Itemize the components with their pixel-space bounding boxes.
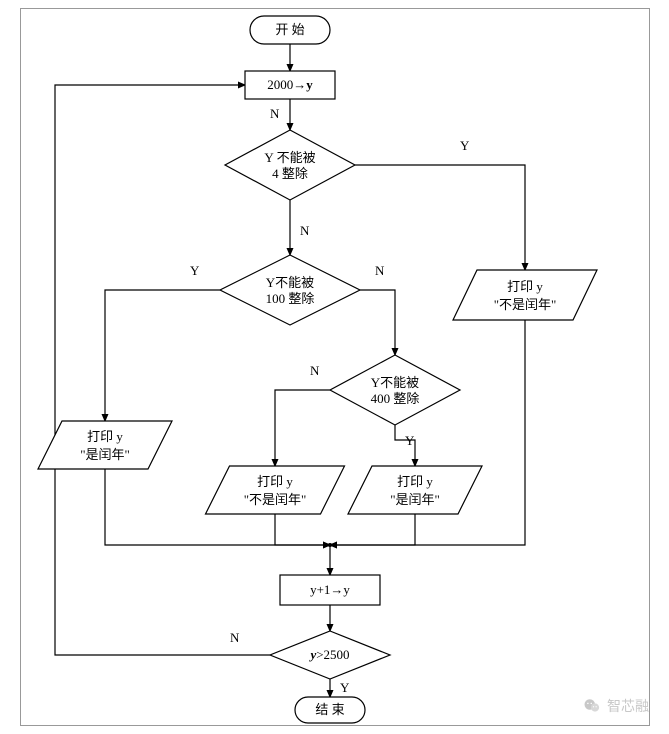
edge-label-4: Y [190,263,200,278]
svg-text:"是闰年": "是闰年" [80,447,130,462]
edge-11 [330,514,415,545]
svg-text:"不是闰年": "不是闰年" [244,492,307,507]
edge-6 [275,390,330,466]
edge-label-2: Y [460,138,470,153]
svg-text:4 整除: 4 整除 [272,166,308,181]
svg-text:开 始: 开 始 [275,22,304,37]
edge-label-14: Y [340,680,350,695]
edge-5 [360,290,395,355]
edge-label-5: N [375,263,385,278]
svg-text:y>2500: y>2500 [308,647,349,662]
svg-text:Y不能被: Y不能被 [371,375,419,390]
svg-text:打印 y: 打印 y [507,279,543,294]
edge-label-6: N [310,363,320,378]
svg-text:400 整除: 400 整除 [371,391,420,406]
svg-text:100 整除: 100 整除 [266,291,315,306]
edge-10 [275,514,330,545]
svg-text:"不是闰年": "不是闰年" [494,297,557,312]
svg-text:2000→y: 2000→y [267,77,313,92]
svg-text:y+1→y: y+1→y [310,582,350,597]
edge-label-7: Y [405,433,415,448]
svg-text:Y不能被: Y不能被 [266,275,314,290]
edge-4 [105,290,220,421]
edge-2 [355,165,525,270]
edge-label-3: N [300,223,310,238]
svg-text:打印 y: 打印 y [397,474,433,489]
watermark-text: 智芯融 [607,696,649,716]
watermark: 智芯融 [583,696,649,716]
svg-text:"是闰年": "是闰年" [390,492,440,507]
svg-text:打印 y: 打印 y [87,429,123,444]
edge-label-1: N [270,106,280,121]
svg-text:Y 不能被: Y 不能被 [264,150,315,165]
svg-text:打印 y: 打印 y [257,474,293,489]
svg-text:结 束: 结 束 [315,702,344,717]
flowchart: 开 始2000→yY 不能被4 整除Y不能被100 整除Y不能被400 整除打印… [0,0,669,734]
edge-label-15: N [230,630,240,645]
wechat-icon [583,697,601,715]
